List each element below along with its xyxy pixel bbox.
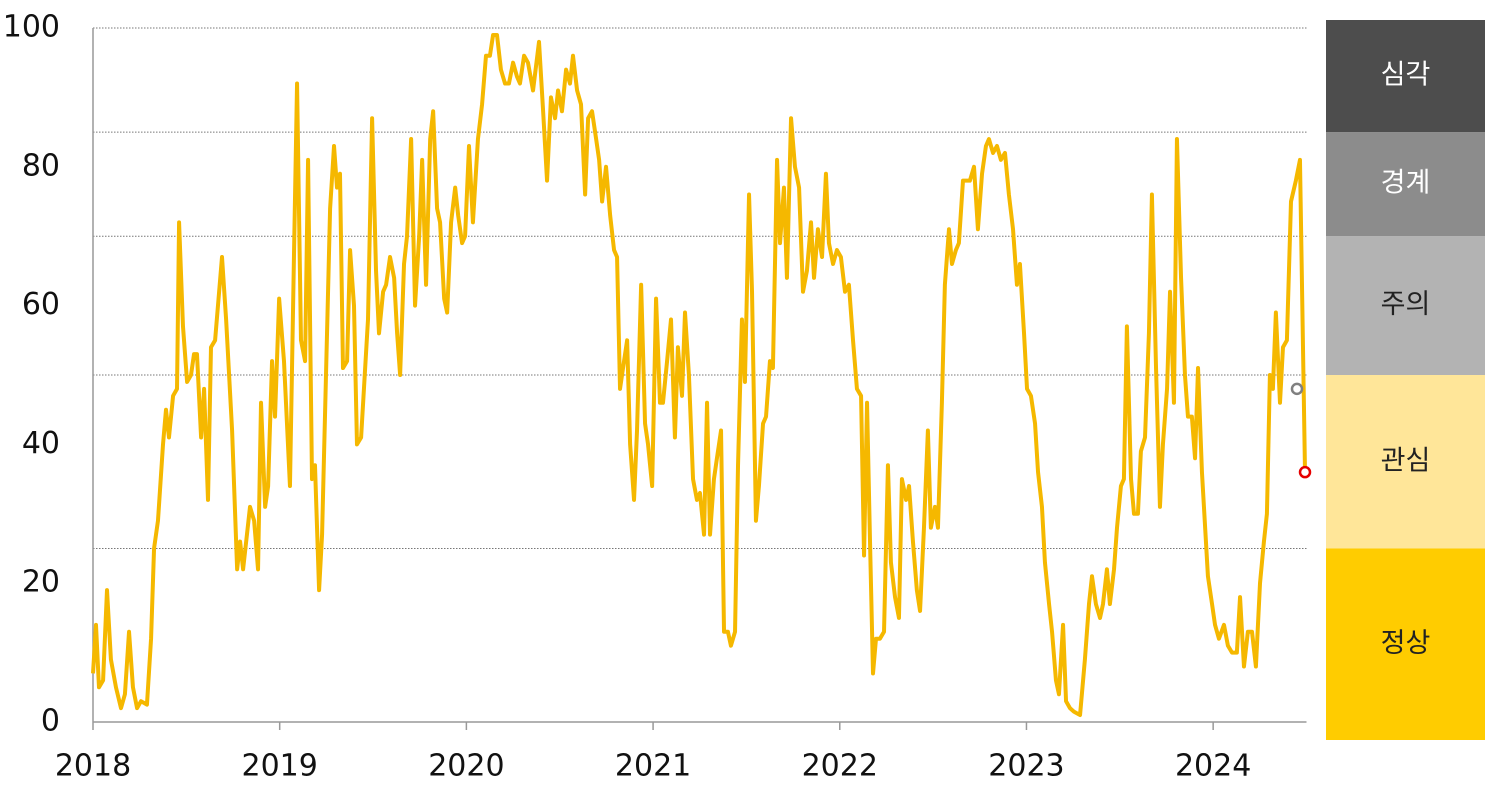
- x-tick-label: 2021: [615, 749, 691, 784]
- zone-band: [1326, 132, 1485, 237]
- y-tick-label: 80: [22, 148, 60, 183]
- x-tick-label: 2024: [1175, 749, 1251, 784]
- point-marker: [1290, 382, 1304, 396]
- x-tick-label: 2023: [988, 749, 1064, 784]
- zone-label: 정상: [1381, 628, 1431, 659]
- x-tick-label: 2022: [802, 749, 878, 784]
- y-tick-label: 40: [22, 426, 60, 461]
- zone-band: [1326, 236, 1485, 375]
- y-tick-label: 60: [22, 287, 60, 322]
- zone-band: [1326, 20, 1485, 133]
- y-tick-label: 20: [22, 565, 60, 600]
- x-tick-label: 2020: [428, 749, 504, 784]
- zone-label: 경계: [1381, 168, 1431, 199]
- zone-band: [1326, 548, 1485, 740]
- point-marker: [1298, 465, 1312, 479]
- x-tick-label: 2019: [242, 749, 318, 784]
- zone-band: [1326, 375, 1485, 549]
- y-tick-label: 100: [3, 10, 60, 45]
- zone-label: 주의: [1381, 289, 1431, 320]
- zone-label: 관심: [1381, 445, 1431, 476]
- x-tick-label: 2018: [55, 749, 131, 784]
- data-line: [91, 32, 1308, 718]
- zone-label: 심각: [1381, 60, 1431, 91]
- y-tick-label: 0: [41, 704, 60, 739]
